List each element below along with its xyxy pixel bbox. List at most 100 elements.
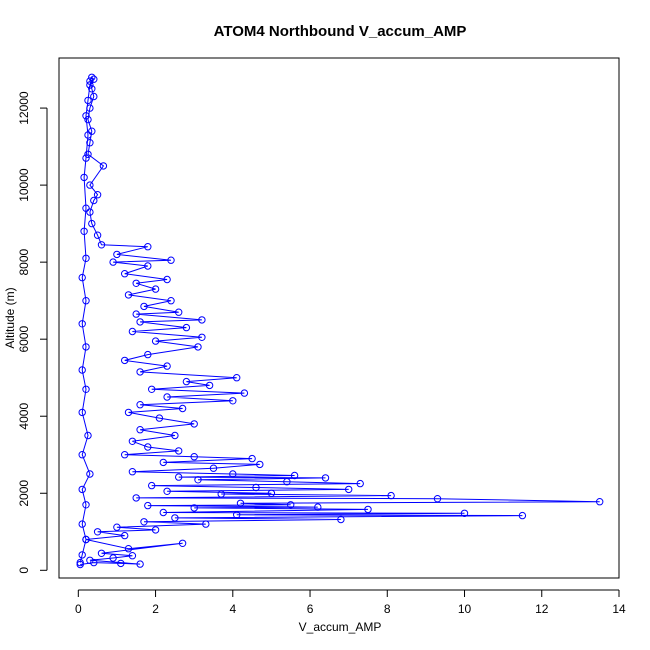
data-point: [387, 491, 395, 500]
data-point: [113, 523, 121, 531]
data-point: [198, 316, 206, 324]
data-point: [82, 112, 90, 120]
data-point: [97, 241, 106, 249]
data-point: [132, 310, 140, 318]
data-point: [86, 556, 94, 564]
data-point: [93, 231, 102, 239]
data-point: [178, 404, 187, 413]
data-point: [128, 468, 137, 476]
data-point: [132, 279, 140, 287]
data-point: [596, 498, 604, 506]
data-point: [321, 474, 330, 482]
data-point: [109, 554, 117, 562]
data-point: [163, 487, 171, 495]
data-point: [121, 270, 129, 278]
data-point: [151, 285, 160, 293]
y-tick-label: 8000: [17, 248, 31, 275]
y-axis-label: Altitude (m): [3, 287, 17, 348]
data-point: [88, 73, 96, 82]
data-point: [76, 558, 84, 567]
data-point: [136, 401, 144, 409]
data-layer: [76, 73, 604, 569]
y-tick-label: 0: [17, 567, 31, 574]
data-point: [86, 81, 94, 89]
data-point: [433, 495, 442, 503]
data-point: [86, 139, 94, 147]
data-point: [124, 545, 133, 553]
data-point: [121, 451, 129, 459]
x-axis-label: V_accum_AMP: [299, 620, 382, 634]
y-tick-label: 12000: [17, 91, 31, 125]
data-point: [163, 362, 171, 370]
data-point: [109, 258, 117, 266]
data-point: [175, 308, 183, 316]
data-point: [84, 150, 92, 159]
data-point: [144, 243, 152, 251]
data-point: [80, 227, 88, 236]
data-point: [267, 489, 276, 497]
data-point: [93, 528, 102, 536]
data-point: [124, 408, 133, 417]
y-tick-label: 6000: [17, 326, 31, 353]
data-point: [82, 385, 90, 393]
data-point: [171, 431, 179, 440]
data-point: [82, 297, 90, 305]
data-point: [217, 490, 225, 498]
x-tick-label: 6: [307, 602, 314, 616]
data-point: [151, 337, 160, 345]
data-point: [287, 501, 295, 509]
data-point: [205, 381, 214, 390]
data-point: [345, 485, 353, 494]
data-point: [121, 356, 129, 365]
data-point: [256, 460, 264, 469]
data-point: [99, 162, 108, 170]
data-point: [252, 483, 260, 492]
data-point: [78, 451, 86, 459]
data-point: [140, 302, 148, 311]
data-point: [88, 127, 96, 135]
data-point: [190, 453, 198, 461]
data-point: [84, 115, 92, 124]
data-point: [78, 520, 86, 528]
data-point: [78, 366, 86, 374]
data-point: [209, 464, 218, 472]
data-point: [136, 560, 144, 568]
data-point: [518, 511, 527, 520]
data-point: [93, 191, 102, 199]
data-point: [175, 473, 183, 481]
data-point: [128, 437, 137, 445]
data-point: [182, 323, 191, 332]
data-point: [86, 470, 94, 478]
data-point: [82, 535, 90, 544]
x-tick-label: 2: [152, 602, 159, 616]
x-tick-label: 12: [535, 602, 549, 616]
data-point: [194, 476, 202, 484]
data-point: [86, 208, 94, 216]
data-point: [84, 431, 92, 440]
data-point: [86, 181, 94, 189]
data-point: [194, 343, 202, 351]
plot-frame: [58, 57, 620, 579]
data-point: [78, 273, 86, 282]
data-point: [140, 518, 148, 526]
data-point: [248, 454, 256, 463]
data-point: [151, 526, 160, 534]
data-point: [113, 250, 121, 259]
data-point: [86, 104, 94, 112]
data-point: [283, 478, 291, 486]
x-axis: 0 2 4 6 8 10 12 14: [75, 589, 626, 616]
y-tick-label: 4000: [17, 403, 31, 430]
data-point: [171, 514, 179, 522]
data-point: [78, 320, 86, 328]
data-point: [82, 204, 90, 212]
data-point: [80, 173, 88, 182]
data-point: [314, 503, 322, 511]
data-point: [148, 385, 156, 393]
data-point: [159, 458, 168, 467]
series-line: [79, 76, 600, 565]
data-point: [76, 560, 84, 569]
data-point: [233, 511, 241, 519]
data-point: [144, 501, 152, 510]
data-point: [90, 92, 98, 101]
data-point: [167, 297, 175, 305]
